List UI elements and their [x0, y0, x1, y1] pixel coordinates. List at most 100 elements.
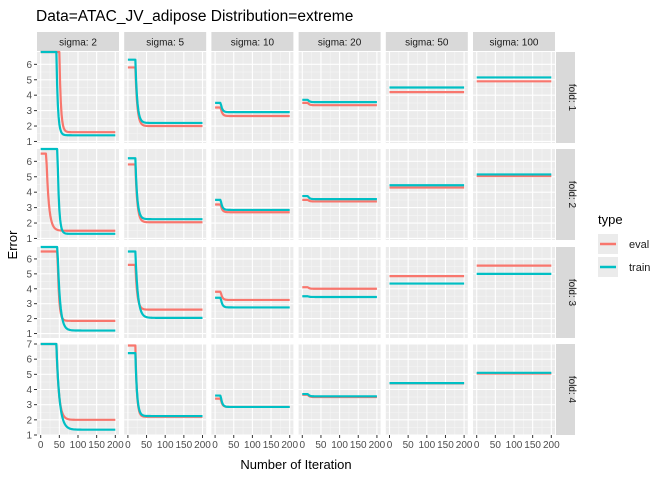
legend: type eval train	[598, 212, 650, 277]
y-tick-label: 3	[26, 106, 32, 117]
col-strip	[124, 32, 207, 51]
series-line-eval	[301, 286, 378, 290]
col-strip	[385, 32, 468, 51]
x-tick-label: 150	[437, 440, 454, 451]
y-tick-label: 4	[26, 284, 32, 295]
x-tick-label: 50	[141, 440, 153, 451]
series-line-eval	[214, 290, 291, 302]
col-strip	[473, 32, 555, 51]
facet-panel	[211, 343, 294, 436]
x-tick-label: 100	[506, 440, 523, 451]
chart-title: Data=ATAC_JV_adipose Distribution=extrem…	[36, 8, 353, 25]
x-tick-label: 200	[369, 440, 386, 451]
x-tick-label: 150	[524, 440, 541, 451]
legend-label-eval: eval	[629, 239, 649, 251]
series-line-train	[214, 101, 291, 114]
facet-panel	[298, 52, 381, 143]
x-tick-label: 0	[125, 440, 131, 451]
col-strip-label: sigma: 100	[490, 38, 539, 49]
series-line-train	[301, 98, 378, 104]
row-strip	[556, 149, 575, 240]
row-strip-label: fold: 4	[566, 376, 577, 404]
series-line-eval	[301, 101, 378, 107]
series-line-train	[127, 250, 203, 319]
y-tick-label: 2	[26, 314, 32, 325]
facet-panel	[473, 149, 555, 240]
x-tick-label: 100	[418, 440, 435, 451]
series-line-train	[127, 58, 203, 125]
y-tick-label: 4	[26, 91, 32, 102]
facet-panel	[37, 147, 119, 240]
x-tick-label: 50	[54, 440, 66, 451]
y-tick-label: 1	[26, 329, 32, 340]
y-tick-label: 4	[26, 188, 32, 199]
x-tick-label: 150	[263, 440, 280, 451]
y-tick-label: 5	[26, 269, 32, 280]
facet-panel	[211, 52, 294, 143]
x-tick-label: 200	[107, 440, 124, 451]
y-tick-label: 2	[26, 415, 32, 426]
series-line-eval	[40, 250, 116, 322]
facet-panel	[37, 245, 119, 338]
facet-panel	[385, 343, 468, 436]
facet-panel	[298, 149, 381, 240]
col-strip-label: sigma: 2	[59, 38, 97, 49]
series-line-train	[127, 157, 203, 221]
y-tick-label: 2	[26, 219, 32, 230]
facet-panel	[385, 149, 468, 240]
row-strip	[556, 247, 575, 338]
x-tick-label: 200	[281, 440, 298, 451]
x-tick-label: 0	[300, 440, 306, 451]
col-strip	[37, 32, 119, 51]
series-line-eval	[214, 203, 291, 214]
facet-panel	[37, 342, 119, 436]
y-tick-label: 6	[26, 355, 32, 366]
y-tick-label: 5	[26, 370, 32, 381]
x-tick-label: 50	[315, 440, 327, 451]
series-line-eval	[127, 66, 203, 128]
series-line-train	[214, 198, 291, 212]
facet-panel	[385, 247, 468, 338]
y-tick-label: 5	[26, 172, 32, 183]
series-line-eval	[40, 152, 116, 232]
x-tick-label: 150	[88, 440, 105, 451]
row-strip-label: fold: 2	[566, 181, 577, 209]
x-tick-label: 0	[387, 440, 393, 451]
col-strip	[298, 32, 381, 51]
x-tick-label: 50	[228, 440, 240, 451]
y-tick-label: 5	[26, 75, 32, 86]
x-tick-label: 0	[38, 440, 44, 451]
series-line-train	[301, 194, 378, 201]
facet-panel	[37, 50, 119, 143]
y-tick-label: 3	[26, 203, 32, 214]
facet-panel	[385, 52, 468, 143]
series-line-train	[214, 296, 291, 309]
row-strip	[556, 52, 575, 143]
series-line-train	[40, 50, 116, 137]
col-strip-label: sigma: 5	[146, 38, 184, 49]
series-line-train	[40, 245, 116, 332]
x-tick-label: 100	[244, 440, 261, 451]
series-line-train	[214, 394, 291, 409]
facet-panel	[473, 52, 555, 143]
x-tick-label: 200	[543, 440, 560, 451]
facet-panel	[211, 247, 294, 338]
row-strip-label: fold: 3	[566, 279, 577, 307]
y-tick-label: 6	[26, 157, 32, 168]
x-tick-label: 200	[194, 440, 211, 451]
col-strip-label: sigma: 50	[405, 38, 449, 49]
x-tick-label: 50	[490, 440, 502, 451]
x-tick-label: 0	[212, 440, 218, 451]
facet-panel	[124, 52, 207, 143]
facet-panels: sigma: 2 sigma: 5 sigma: 10 sigma: 20 sigma:…	[26, 32, 577, 451]
y-tick-label: 7	[26, 340, 32, 351]
col-strip-label: sigma: 10	[231, 38, 275, 49]
facet-panel	[124, 343, 207, 436]
x-tick-label: 150	[176, 440, 193, 451]
x-tick-label: 100	[70, 440, 87, 451]
series-line-eval	[214, 106, 291, 118]
legend-label-train: train	[629, 262, 650, 274]
y-tick-label: 2	[26, 122, 32, 133]
y-tick-label: 4	[26, 385, 32, 396]
